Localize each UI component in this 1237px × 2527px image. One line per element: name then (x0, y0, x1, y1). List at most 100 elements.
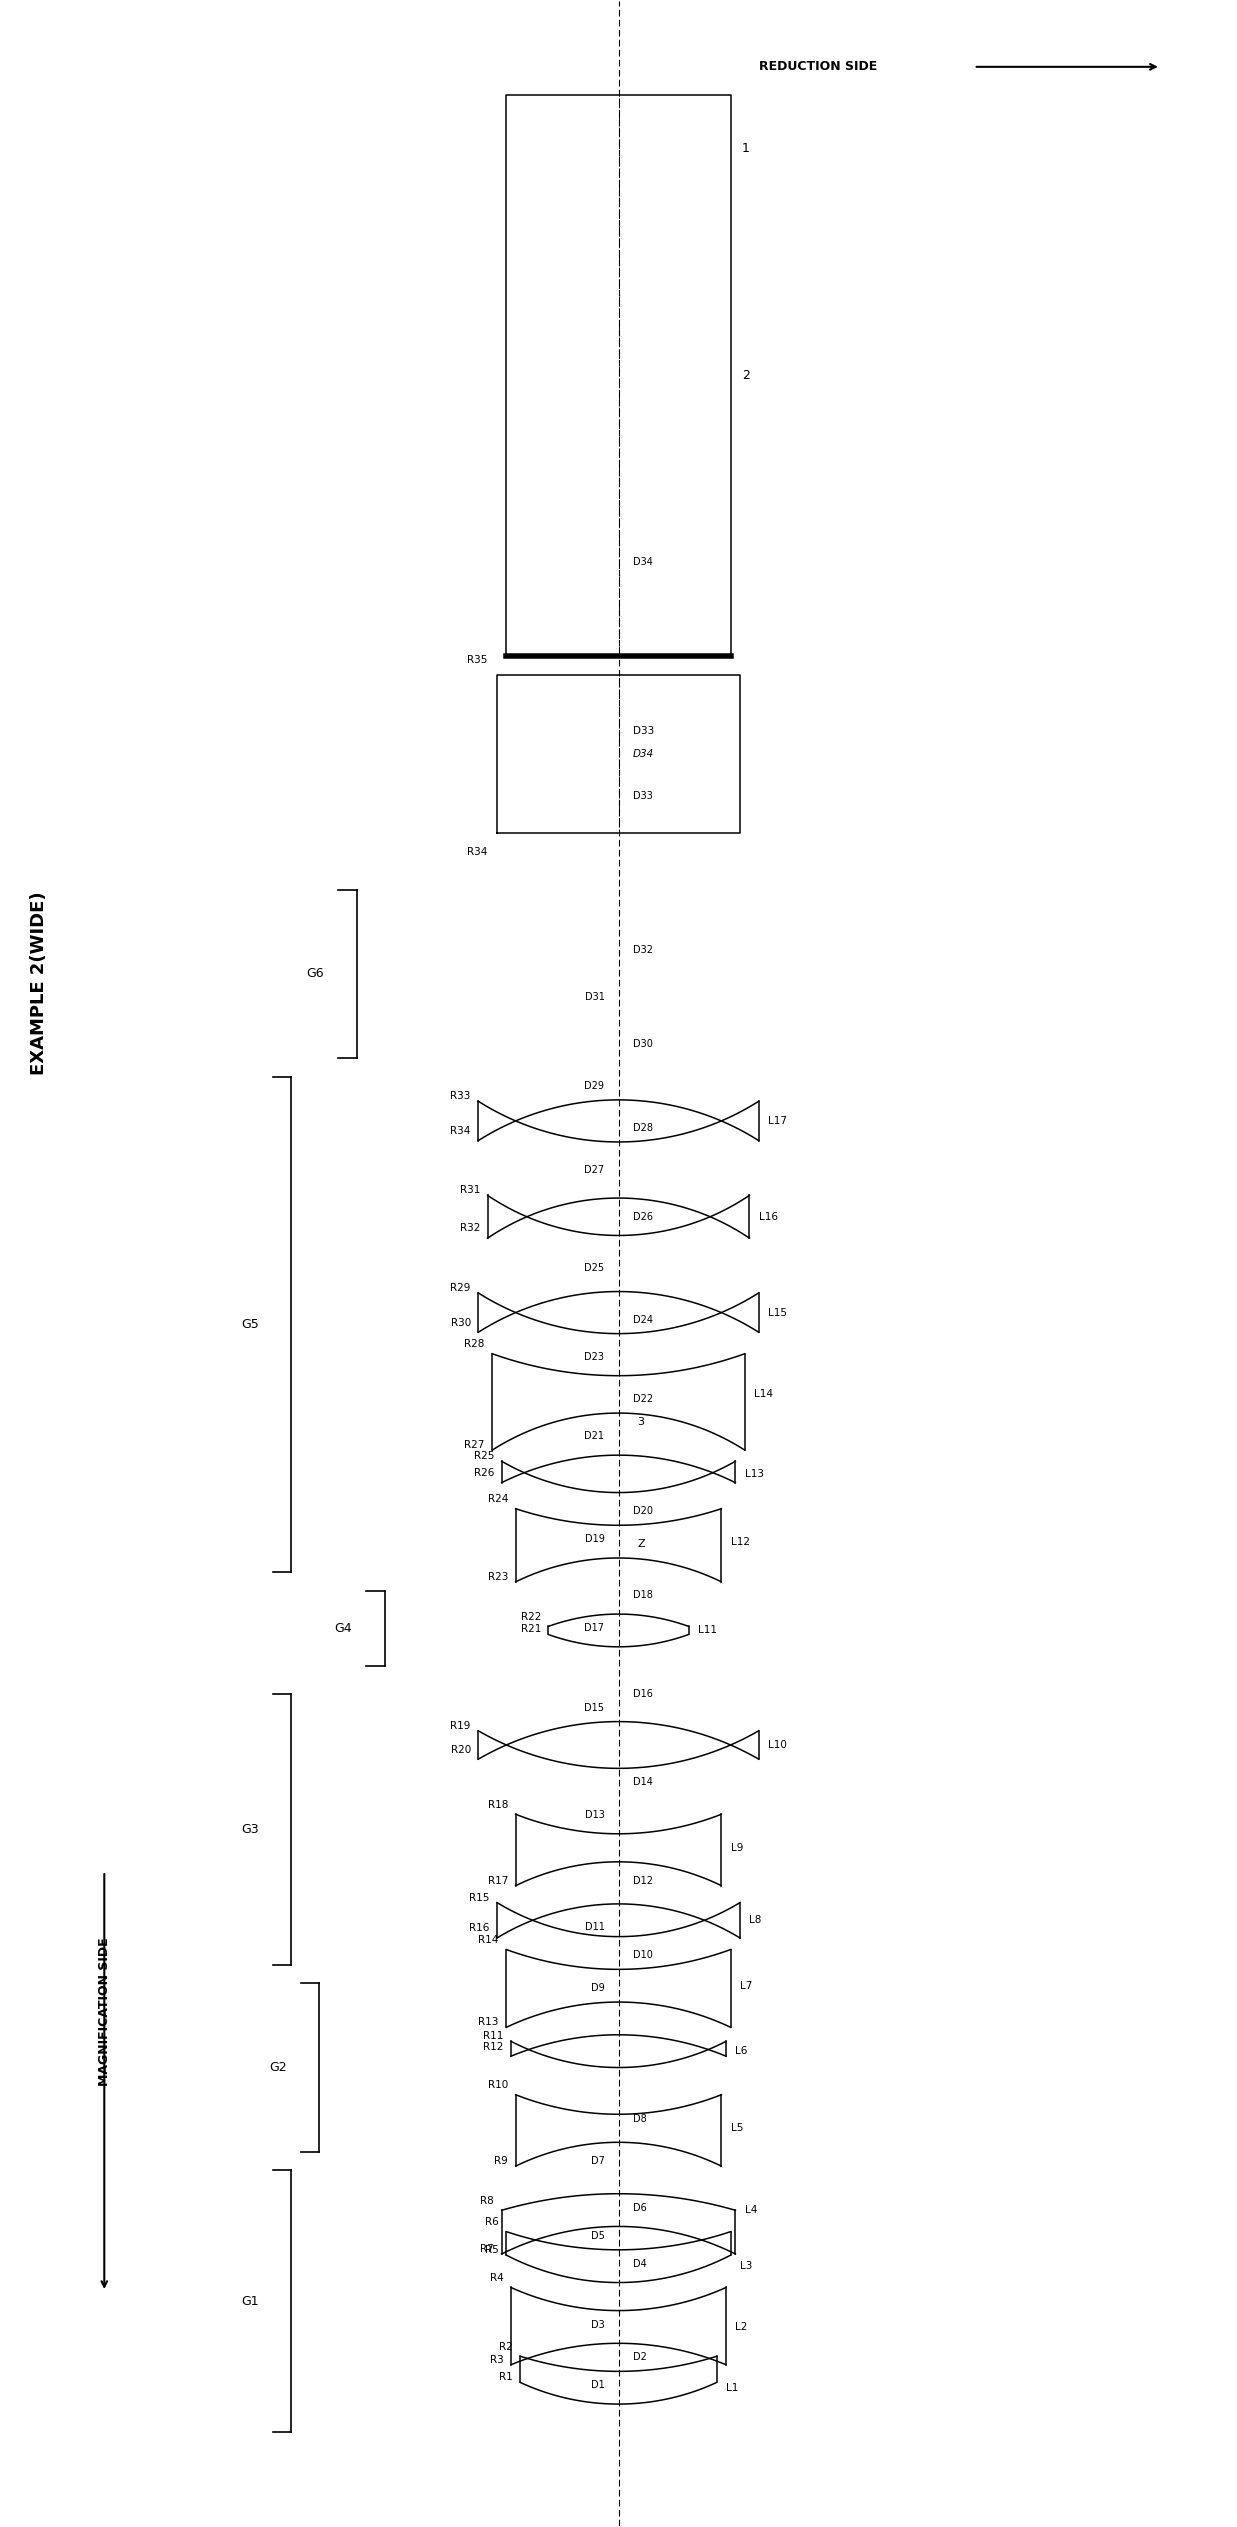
Text: REDUCTION SIDE: REDUCTION SIDE (758, 61, 877, 73)
Text: L13: L13 (745, 1468, 763, 1478)
Text: G3: G3 (241, 1822, 259, 1835)
Text: R33: R33 (450, 1092, 471, 1102)
Text: R31: R31 (460, 1185, 480, 1195)
Text: R2: R2 (499, 2343, 513, 2353)
Text: R27: R27 (464, 1440, 485, 1450)
Text: L9: L9 (731, 1842, 743, 1852)
Text: D3: D3 (591, 2320, 605, 2330)
Text: L7: L7 (740, 1981, 752, 1991)
Text: R29: R29 (450, 1284, 471, 1294)
Text: D32: D32 (632, 945, 653, 955)
Text: D4: D4 (632, 2259, 646, 2269)
Text: R25: R25 (474, 1450, 494, 1461)
Text: L3: L3 (740, 2262, 752, 2272)
Text: L5: L5 (731, 2123, 743, 2133)
Text: R17: R17 (487, 1875, 508, 1885)
Text: R3: R3 (490, 2355, 503, 2365)
Text: R35: R35 (468, 654, 487, 665)
Text: R10: R10 (487, 2080, 508, 2090)
Text: G6: G6 (307, 968, 324, 980)
Text: R26: R26 (474, 1468, 494, 1478)
Text: R32: R32 (460, 1223, 480, 1233)
Text: D22: D22 (632, 1395, 653, 1405)
Text: G1: G1 (241, 2295, 259, 2307)
Text: L6: L6 (735, 2047, 747, 2057)
Text: L17: L17 (768, 1117, 787, 1127)
Text: D2: D2 (632, 2353, 647, 2363)
Text: MAGNIFICATION SIDE: MAGNIFICATION SIDE (98, 1938, 111, 2085)
Text: D24: D24 (632, 1314, 653, 1324)
Text: L10: L10 (768, 1741, 787, 1751)
Text: D23: D23 (584, 1352, 605, 1362)
Text: EXAMPLE 2(WIDE): EXAMPLE 2(WIDE) (30, 892, 48, 1074)
Text: R6: R6 (485, 2216, 499, 2226)
Text: D30: D30 (632, 1039, 652, 1049)
Text: R16: R16 (469, 1923, 490, 1933)
Text: R28: R28 (464, 1339, 485, 1349)
Text: R9: R9 (495, 2156, 508, 2166)
Text: 2: 2 (742, 369, 750, 382)
Text: D1: D1 (591, 2380, 605, 2391)
Text: D20: D20 (632, 1506, 653, 1516)
Text: D13: D13 (585, 1809, 605, 1819)
Text: R23: R23 (487, 1572, 508, 1582)
Text: L11: L11 (698, 1625, 717, 1635)
Text: G4: G4 (334, 1622, 353, 1635)
Text: D25: D25 (584, 1264, 605, 1274)
Text: R13: R13 (479, 2017, 499, 2027)
Text: R1: R1 (499, 2373, 513, 2383)
Text: D33: D33 (632, 725, 654, 735)
Text: R21: R21 (521, 1625, 541, 1635)
Text: R18: R18 (487, 1799, 508, 1809)
Text: G5: G5 (241, 1317, 259, 1332)
Text: R5: R5 (485, 2244, 499, 2254)
Text: L2: L2 (735, 2322, 747, 2332)
Text: L1: L1 (726, 2383, 738, 2393)
Text: D29: D29 (584, 1082, 605, 1092)
Text: R34: R34 (450, 1127, 471, 1137)
Text: D26: D26 (632, 1213, 653, 1221)
Text: R19: R19 (450, 1721, 471, 1731)
Text: R30: R30 (450, 1317, 471, 1327)
Text: 1: 1 (742, 142, 750, 154)
Text: D28: D28 (632, 1122, 653, 1132)
Text: D16: D16 (632, 1688, 652, 1698)
Text: L15: L15 (768, 1306, 787, 1317)
Text: D9: D9 (591, 1984, 605, 1994)
Text: D6: D6 (632, 2204, 646, 2214)
Text: L14: L14 (755, 1390, 773, 1400)
Text: D34: D34 (632, 748, 654, 758)
Text: R22: R22 (521, 1612, 541, 1622)
Text: D27: D27 (584, 1165, 605, 1175)
Text: D33: D33 (632, 791, 652, 801)
Text: R15: R15 (469, 1893, 490, 1903)
Text: R12: R12 (484, 2042, 503, 2052)
Text: D31: D31 (585, 993, 605, 1003)
Text: D11: D11 (585, 1923, 605, 1933)
Text: R20: R20 (450, 1744, 471, 1754)
Text: R8: R8 (480, 2196, 494, 2206)
Text: R24: R24 (487, 1493, 508, 1504)
Text: R4: R4 (490, 2272, 503, 2282)
Text: D19: D19 (585, 1534, 605, 1544)
Text: R34: R34 (468, 847, 487, 857)
Text: D5: D5 (590, 2231, 605, 2241)
Text: R7: R7 (480, 2244, 494, 2254)
Text: D15: D15 (584, 1703, 605, 1713)
Text: L12: L12 (731, 1536, 750, 1547)
Text: R11: R11 (484, 2032, 503, 2042)
Text: D18: D18 (632, 1589, 652, 1600)
Text: L4: L4 (745, 2206, 757, 2216)
Text: D8: D8 (632, 2115, 646, 2123)
Text: D7: D7 (590, 2156, 605, 2166)
Text: D34: D34 (632, 558, 652, 569)
Text: L8: L8 (750, 1915, 762, 1926)
Text: R14: R14 (479, 1936, 499, 1946)
Text: D17: D17 (584, 1622, 605, 1632)
Text: G2: G2 (268, 2062, 287, 2075)
Text: D14: D14 (632, 1776, 652, 1787)
Text: 3: 3 (637, 1418, 644, 1428)
Text: Z: Z (637, 1539, 644, 1549)
Text: D12: D12 (632, 1875, 653, 1885)
Text: D10: D10 (632, 1951, 652, 1961)
